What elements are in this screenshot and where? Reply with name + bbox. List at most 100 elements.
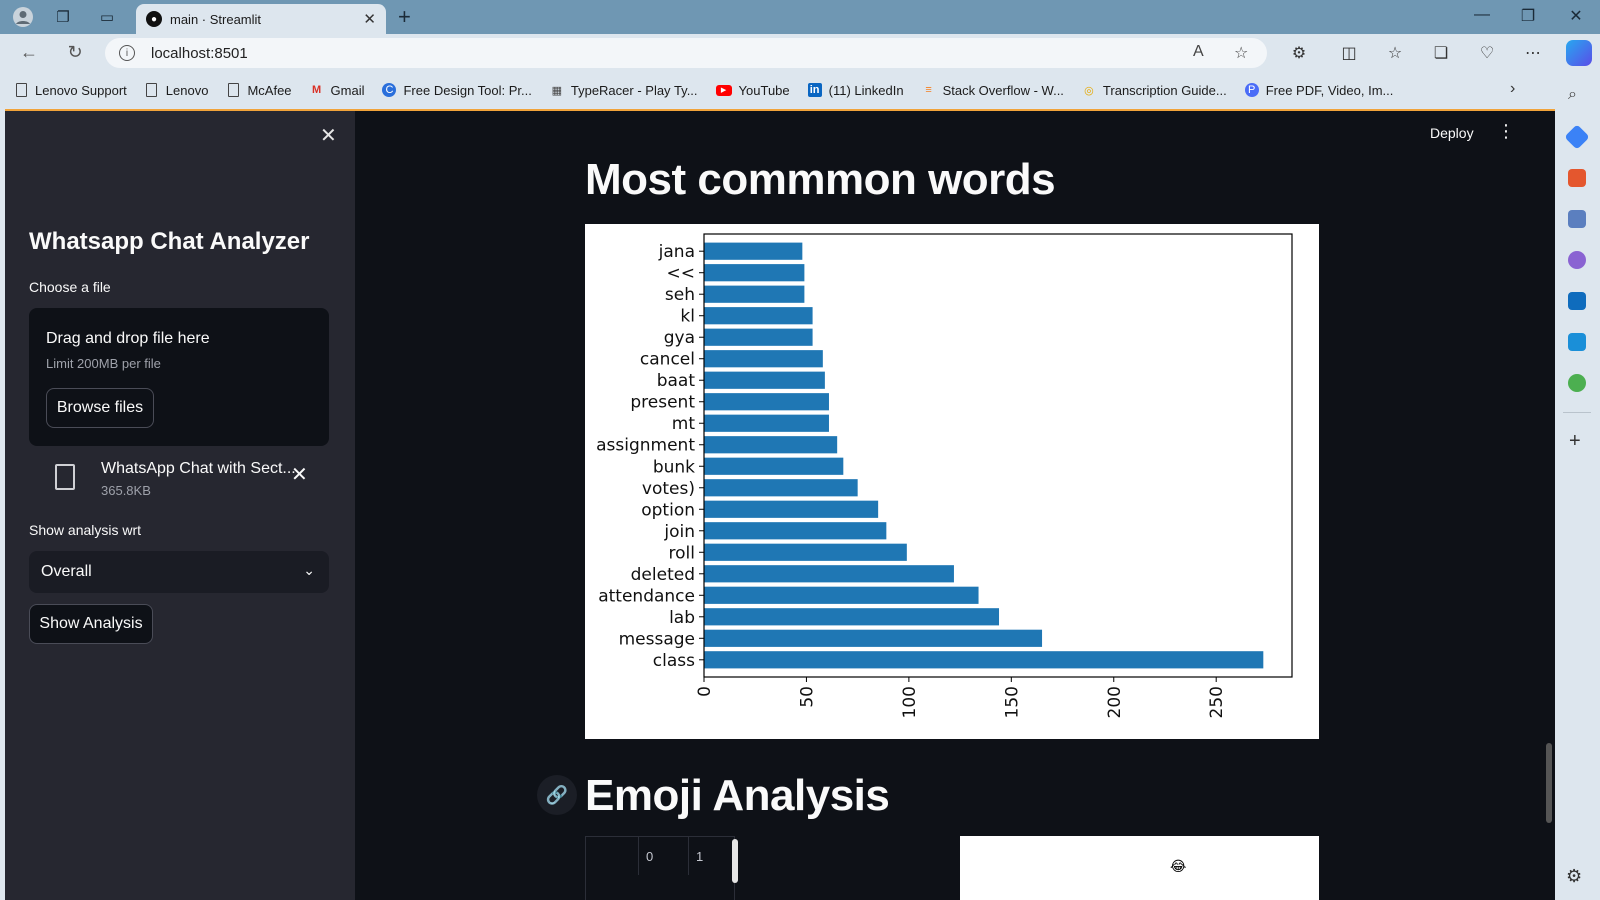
- x-tick-label: 0: [695, 686, 715, 697]
- y-tick-label: join: [663, 522, 695, 542]
- chart-bar: [704, 565, 954, 583]
- bookmarks-overflow-icon[interactable]: ›: [1510, 80, 1516, 97]
- x-tick-label: 150: [1002, 686, 1022, 718]
- browser-tab[interactable]: ● main · Streamlit ✕: [136, 4, 386, 34]
- microsoft365-icon[interactable]: [1568, 251, 1586, 269]
- bookmarks-bar: Lenovo Support Lenovo McAfee M Gmail C Free De…: [0, 72, 1555, 108]
- chart-bar: [704, 307, 813, 325]
- refresh-icon[interactable]: ↻: [67, 42, 83, 62]
- bookmark-item[interactable]: P Free PDF, Video, Im...: [1244, 83, 1393, 98]
- bookmark-item[interactable]: ◎ Transcription Guide...: [1082, 82, 1227, 98]
- file-uploader-label: Choose a file: [29, 279, 111, 295]
- bookmark-item[interactable]: Lenovo: [145, 82, 208, 98]
- bookmark-item[interactable]: Lenovo Support: [14, 82, 127, 98]
- y-tick-label: lab: [669, 608, 695, 628]
- close-tab-icon[interactable]: ✕: [363, 11, 376, 28]
- tree-icon[interactable]: [1568, 374, 1586, 392]
- bookmark-item[interactable]: C Free Design Tool: Pr...: [382, 83, 532, 98]
- more-menu-icon[interactable]: ⋯: [1525, 45, 1541, 62]
- split-screen-icon[interactable]: ◫: [1341, 45, 1357, 62]
- new-tab-icon[interactable]: +: [398, 4, 411, 29]
- search-icon[interactable]: ⌕: [1568, 86, 1577, 103]
- address-bar[interactable]: i localhost:8501: [105, 38, 1267, 68]
- show-analysis-button[interactable]: Show Analysis: [29, 604, 153, 644]
- bookmark-item[interactable]: ▶ YouTube: [715, 82, 790, 98]
- y-tick-label: bunk: [653, 457, 695, 477]
- minimize-icon[interactable]: —: [1474, 6, 1490, 23]
- extensions-icon[interactable]: ⚙: [1291, 45, 1307, 62]
- y-tick-label: option: [641, 500, 695, 520]
- linkedin-icon: in: [807, 83, 822, 97]
- workspaces-icon[interactable]: ❐: [56, 9, 70, 26]
- chart-bar: [704, 629, 1043, 647]
- games-icon[interactable]: [1568, 210, 1586, 228]
- bookmark-item[interactable]: McAfee: [226, 82, 292, 98]
- df-column-header[interactable]: 0: [646, 849, 654, 864]
- analysis-select[interactable]: Overall ⌄: [29, 551, 329, 593]
- deploy-button[interactable]: Deploy: [1430, 125, 1474, 141]
- pdf-icon: P: [1244, 83, 1259, 97]
- uploaded-file: WhatsApp Chat with Sect... 365.8KB ✕: [29, 456, 329, 502]
- bookmark-label: YouTube: [738, 82, 790, 98]
- y-tick-label: deleted: [631, 565, 695, 585]
- outlook-icon[interactable]: [1568, 292, 1586, 310]
- favorite-star-icon[interactable]: ☆: [1234, 45, 1249, 62]
- y-tick-label: seh: [665, 285, 695, 305]
- y-tick-label: cancel: [640, 350, 695, 370]
- close-window-icon[interactable]: ✕: [1569, 8, 1583, 25]
- y-tick-label: present: [630, 393, 695, 413]
- browser-tab-bar: ❐ ▭ ● main · Streamlit ✕ + — ❐ ✕: [0, 0, 1600, 34]
- restore-icon[interactable]: ❐: [1520, 8, 1536, 25]
- x-tick-label: 50: [797, 686, 817, 708]
- bookmark-item[interactable]: M Gmail: [310, 82, 365, 98]
- emoji-dataframe[interactable]: 0 1: [585, 836, 738, 900]
- anchor-link-icon[interactable]: 🔗: [537, 775, 577, 815]
- file-dropzone[interactable]: Drag and drop file here Limit 200MB per …: [29, 308, 329, 446]
- y-tick-label: message: [619, 629, 695, 649]
- x-tick-label: 250: [1207, 686, 1227, 718]
- df-scrollbar[interactable]: [732, 839, 738, 883]
- chevron-down-icon: ⌄: [303, 562, 315, 578]
- favorites-icon[interactable]: ☆: [1387, 45, 1403, 62]
- settings-gear-icon[interactable]: ⚙: [1566, 866, 1583, 886]
- chart-bar: [704, 350, 823, 368]
- main-menu-icon[interactable]: ⋮: [1497, 121, 1515, 141]
- tab-actions-icon[interactable]: ▭: [99, 9, 115, 26]
- dropzone-title: Drag and drop file here: [46, 330, 210, 347]
- remove-file-icon[interactable]: ✕: [291, 464, 308, 486]
- file-icon: [55, 464, 75, 490]
- bookmark-item[interactable]: ≡ Stack Overflow - W...: [922, 82, 1064, 98]
- browser-essentials-icon[interactable]: ♡: [1479, 45, 1495, 62]
- edge-sidebar: ⌕ +: [1555, 72, 1600, 900]
- y-tick-label: votes): [642, 479, 695, 499]
- browse-files-button[interactable]: Browse files: [46, 388, 154, 428]
- close-sidebar-icon[interactable]: ✕: [320, 125, 337, 147]
- y-tick-label: jana: [658, 242, 695, 262]
- site-info-icon[interactable]: i: [119, 45, 135, 61]
- read-aloud-icon[interactable]: A: [1193, 43, 1204, 60]
- send-icon[interactable]: [1568, 333, 1586, 351]
- bookmark-label: Lenovo Support: [35, 82, 127, 98]
- bookmark-label: (11) LinkedIn: [828, 82, 904, 98]
- copilot-icon[interactable]: [1566, 40, 1592, 66]
- profile-icon[interactable]: [12, 6, 34, 28]
- add-sidebar-app-icon[interactable]: +: [1569, 430, 1581, 452]
- app-sidebar: ✕ Whatsapp Chat Analyzer Choose a file D…: [5, 111, 355, 900]
- common-words-chart: class message lab attendance deleted roll join…: [585, 224, 1319, 739]
- chart-bar: [704, 264, 805, 282]
- page-scrollbar[interactable]: [1546, 743, 1552, 823]
- bookmark-item[interactable]: in (11) LinkedIn: [807, 82, 904, 98]
- emoji-pie-chart: 😂: [960, 836, 1319, 900]
- streamlit-app: ✕ Whatsapp Chat Analyzer Choose a file D…: [5, 109, 1555, 900]
- df-column-header[interactable]: 1: [696, 849, 704, 864]
- streamlit-favicon-icon: ●: [146, 11, 162, 27]
- uploaded-file-size: 365.8KB: [101, 483, 151, 498]
- shopping-tag-icon[interactable]: [1564, 124, 1590, 150]
- url-text: localhost:8501: [151, 44, 248, 62]
- tools-icon[interactable]: [1568, 169, 1586, 187]
- back-icon[interactable]: ←: [20, 42, 38, 62]
- y-tick-label: attendance: [598, 586, 695, 606]
- collections-icon[interactable]: ❏: [1433, 45, 1449, 62]
- bookmark-item[interactable]: ▦ TypeRacer - Play Ty...: [550, 82, 698, 98]
- chart-bar: [704, 651, 1264, 669]
